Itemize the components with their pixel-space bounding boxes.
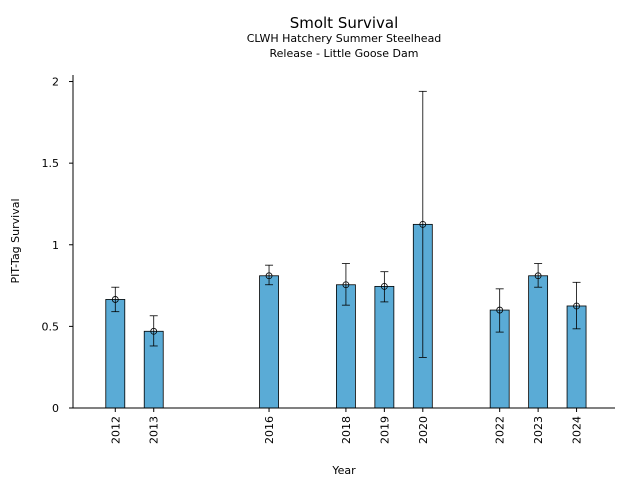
point-2020 [419,220,427,228]
point-2022 [496,306,504,314]
bars-group [105,223,587,409]
point-2024 [573,302,580,310]
point-2016 [265,272,273,280]
x-tick-label-2018: 2018 [340,416,353,444]
bar-2012 [105,299,126,409]
x-tick-label-2023: 2023 [532,416,545,444]
x-tick-label-2019: 2019 [378,416,391,444]
y-tick-label-1.5: 1.5 [42,157,60,170]
x-tick-label-2024: 2024 [571,416,584,444]
point-2023 [534,272,542,280]
x-tick-label-2020: 2020 [417,416,430,444]
point-2013 [150,327,158,335]
y-tick-label-0: 0 [52,402,59,415]
x-tick-label-2013: 2013 [148,416,161,444]
y-tick-label-2: 2 [52,76,59,89]
bar-2019 [374,285,395,409]
error-bars-group [111,90,581,358]
point-2019 [380,282,388,290]
chart-subtitle-line-2: Release - Little Goose Dam [270,47,419,60]
x-tick-label-2022: 2022 [494,416,507,444]
point-2012 [111,296,119,303]
x-tick-label-2016: 2016 [263,416,276,444]
x-ticks-group: 2012 2013 2016 2018 2019 2020 2022 2023 2024 [109,408,584,444]
y-ticks-group: 0 0.5 1 1.5 2 [42,76,73,415]
chart-title: Smolt Survival [290,14,399,32]
bar-2016 [259,275,279,409]
y-tick-label-1: 1 [52,239,59,252]
y-tick-label-0.5: 0.5 [42,320,60,333]
bar-2023 [528,275,549,409]
x-tick-label-2012: 2012 [109,416,122,444]
point-2018 [342,281,350,289]
x-axis-label: Year [331,464,356,477]
points-group [111,220,580,335]
chart-subtitle-line-1: CLWH Hatchery Summer Steelhead [247,32,442,45]
y-axis-label: PIT-Tag Survival [9,198,22,283]
